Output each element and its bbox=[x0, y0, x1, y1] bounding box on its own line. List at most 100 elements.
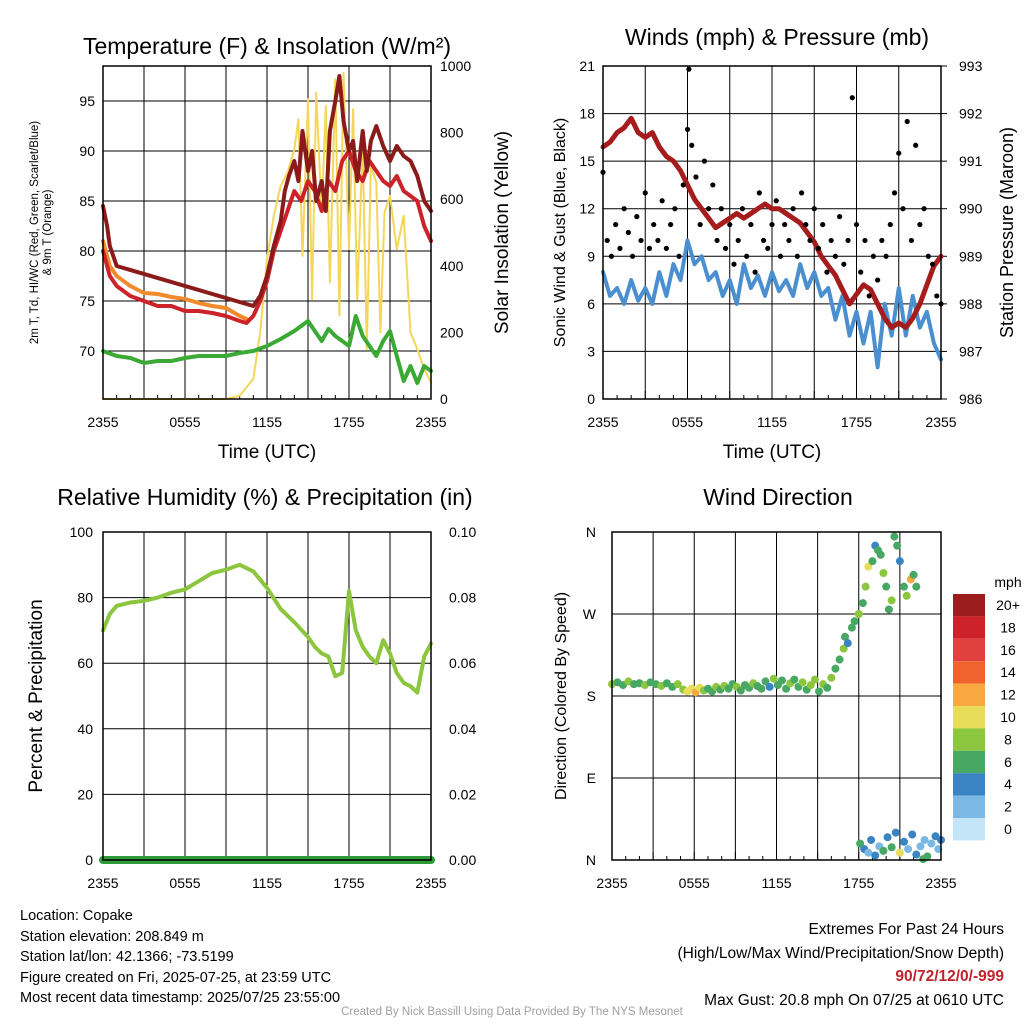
gust-point bbox=[832, 253, 838, 259]
x-tick-label: 1755 bbox=[843, 875, 874, 891]
y2-tick-label: 990 bbox=[959, 201, 983, 217]
y-tick-label: 80 bbox=[79, 243, 95, 259]
direction-point bbox=[895, 848, 904, 857]
direction-point bbox=[887, 843, 896, 852]
x-tick-label: 2355 bbox=[87, 875, 118, 891]
chart-rh: Relative Humidity (%) & Precipitation (i… bbox=[26, 484, 476, 891]
plot-border bbox=[102, 531, 432, 861]
y2-tick-label: 0.00 bbox=[449, 852, 476, 868]
gust-point bbox=[773, 198, 779, 204]
direction-point bbox=[895, 557, 904, 566]
colorbar-swatch bbox=[953, 818, 985, 841]
gust-point bbox=[811, 206, 817, 212]
station-info: Location: Copake Station elevation: 208.… bbox=[20, 906, 340, 1009]
colorbar-label: 4 bbox=[1004, 776, 1012, 792]
colorbar-label: 6 bbox=[1004, 754, 1012, 770]
gust-point bbox=[900, 206, 906, 212]
gust-point bbox=[697, 221, 703, 228]
direction-point bbox=[891, 828, 900, 837]
gust-point bbox=[693, 174, 699, 180]
x-tick-label: 1155 bbox=[252, 875, 282, 891]
gust-point bbox=[744, 253, 750, 259]
y-tick-label: 75 bbox=[79, 293, 95, 309]
y2-tick-label: 200 bbox=[440, 324, 464, 340]
direction-point bbox=[847, 623, 856, 632]
direction-point bbox=[882, 582, 891, 591]
extremes-panel: Extremes For Past 24 Hours (High/Low/Max… bbox=[678, 918, 1005, 1012]
y-tick-label: 18 bbox=[579, 106, 595, 122]
y-tick-label: 80 bbox=[77, 590, 93, 606]
direction-point bbox=[904, 845, 913, 854]
gust-point bbox=[837, 214, 843, 220]
gust-point bbox=[629, 253, 636, 259]
direction-point bbox=[912, 582, 921, 591]
gust-point bbox=[824, 269, 830, 275]
temp-series-line bbox=[101, 314, 433, 385]
direction-point bbox=[867, 835, 876, 844]
temp-series-line bbox=[101, 149, 433, 325]
credit-text: Created By Nick Bassill Using Data Provi… bbox=[341, 1006, 683, 1018]
gust-point bbox=[879, 237, 885, 244]
gust-point bbox=[807, 237, 813, 244]
direction-point bbox=[879, 569, 888, 577]
direction-point bbox=[673, 680, 682, 689]
gust-point bbox=[866, 293, 872, 299]
gust-point bbox=[672, 206, 678, 212]
gust-point bbox=[769, 221, 775, 228]
x-tick-label: 0555 bbox=[169, 414, 200, 430]
y2-tick-label: 986 bbox=[959, 391, 983, 407]
colorbar-label: 10 bbox=[1000, 709, 1016, 725]
colorbar-swatch bbox=[953, 750, 985, 774]
gust-point bbox=[689, 142, 695, 148]
plot-border bbox=[102, 65, 432, 400]
wind-speed-line bbox=[601, 238, 943, 370]
y-axis-label: Direction (Colored By Speed) bbox=[553, 592, 570, 800]
colorbar-unit: mph bbox=[994, 574, 1021, 590]
gust-point bbox=[625, 229, 631, 236]
direction-point bbox=[835, 655, 844, 664]
gust-point bbox=[820, 221, 826, 228]
gust-point bbox=[668, 221, 674, 228]
y2-tick-label: 1000 bbox=[440, 58, 471, 74]
y-tick-label: W bbox=[583, 606, 597, 622]
direction-point bbox=[868, 557, 877, 566]
direction-point bbox=[920, 835, 929, 844]
chart-wind: Winds (mph) & Pressure (mb) 2355 0555 1155 1… bbox=[552, 24, 1017, 463]
x-axis-label: Time (UTC) bbox=[723, 442, 822, 463]
y-tick-label: E bbox=[587, 770, 596, 786]
gust-point bbox=[841, 261, 847, 267]
gust-point bbox=[727, 221, 733, 228]
y2-tick-label: 987 bbox=[959, 343, 983, 359]
direction-point bbox=[883, 833, 892, 842]
colorbar-swatch bbox=[953, 661, 985, 684]
x-tick-label: 2355 bbox=[415, 414, 446, 430]
y-axis-label: 2m T, Td, HI/WC (Red, Green, Scarlet/Blu… bbox=[29, 121, 54, 344]
direction-point bbox=[908, 830, 917, 839]
y2-tick-label: 993 bbox=[959, 58, 983, 74]
y2-tick-label: 800 bbox=[440, 125, 464, 141]
y-tick-label: 100 bbox=[70, 524, 94, 540]
gust-point bbox=[828, 237, 834, 244]
gust-point bbox=[887, 221, 893, 228]
direction-point bbox=[782, 684, 791, 693]
gust-point bbox=[858, 269, 864, 275]
colorbar-label: 20+ bbox=[996, 597, 1020, 613]
direction-point bbox=[909, 570, 918, 579]
gust-point bbox=[794, 253, 800, 259]
colorbar-swatch bbox=[953, 683, 985, 706]
gust-point bbox=[925, 253, 931, 259]
gust-point bbox=[634, 214, 640, 220]
gust-point bbox=[760, 237, 767, 244]
recent-data-text: Most recent data timestamp: 2025/07/25 2… bbox=[20, 990, 341, 1006]
gust-point bbox=[686, 66, 692, 72]
y-axis-label: Percent & Precipitation bbox=[26, 599, 47, 792]
x-tick-label: 0555 bbox=[169, 875, 200, 891]
latlon-text: Station lat/lon: 42.1366; -73.5199 bbox=[20, 949, 234, 965]
y-tick-label: 6 bbox=[587, 296, 595, 312]
colorbar-swatch bbox=[953, 616, 985, 639]
y-tick-label: 85 bbox=[79, 193, 95, 209]
direction-point bbox=[841, 632, 850, 641]
gust-point bbox=[617, 245, 623, 251]
